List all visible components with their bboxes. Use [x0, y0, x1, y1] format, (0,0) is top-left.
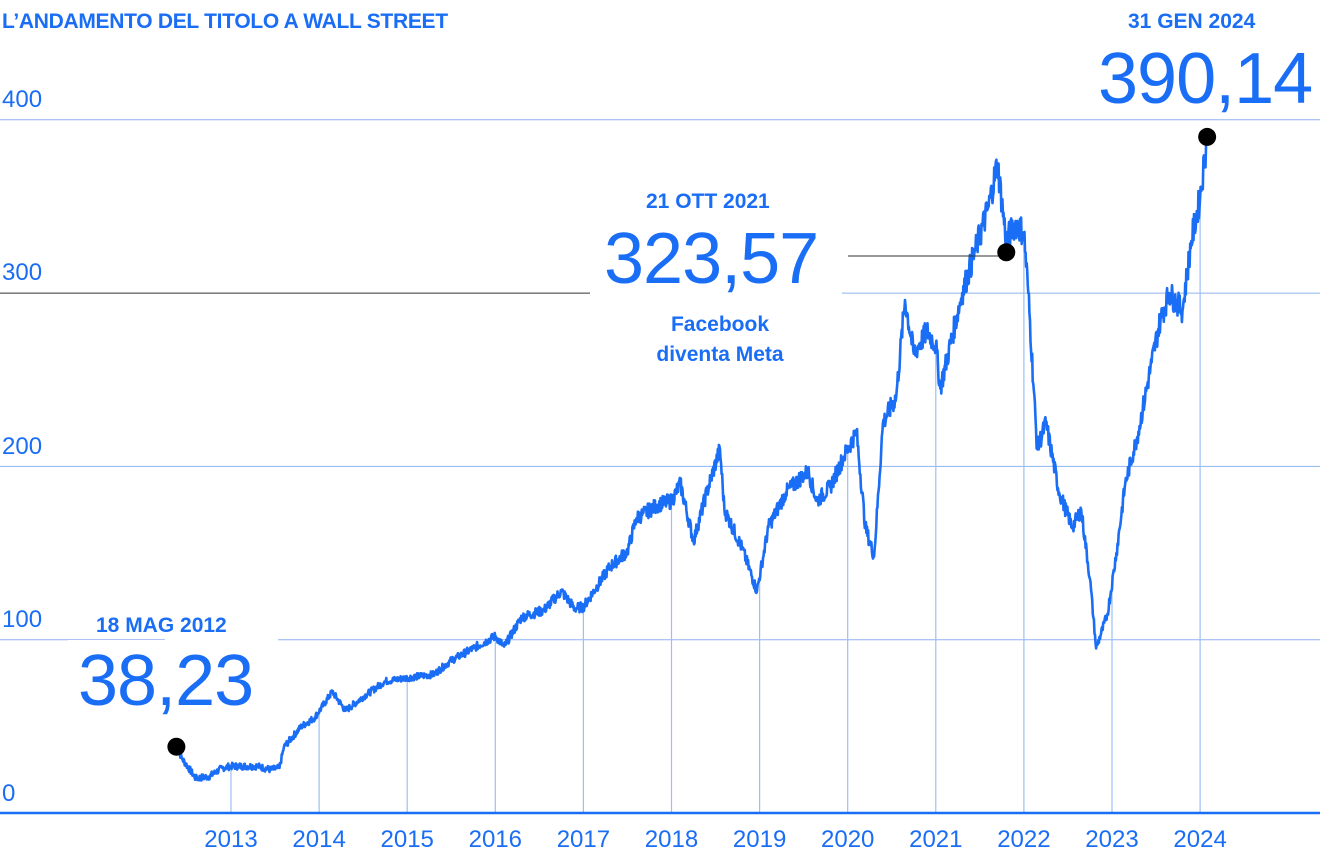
annotation-point-0: [167, 737, 186, 756]
chart-title: L’ANDAMENTO DEL TITOLO A WALL STREET: [2, 10, 448, 33]
x-tick-2020: 2020: [820, 826, 875, 850]
annotation-end-value: 390,14: [1098, 39, 1313, 119]
annotation-start-date: 18 MAG 2012: [96, 614, 227, 637]
x-tick-2023: 2023: [1085, 826, 1139, 850]
x-tick-2019: 2019: [732, 826, 787, 850]
x-tick-2013: 2013: [204, 826, 258, 850]
x-tick-2022: 2022: [997, 826, 1051, 850]
annotation-note-line1: Facebook: [670, 313, 770, 336]
annotation-meta-value: 323,57: [594, 218, 829, 300]
annotation-start-value: 38,23: [68, 640, 264, 722]
x-tick-2018: 2018: [644, 826, 699, 850]
x-tick-2016: 2016: [468, 826, 522, 850]
annotation-meta-date: 21 OTT 2021: [646, 190, 770, 213]
x-tick-2017: 2017: [556, 826, 611, 850]
annotation-end-date: 31 GEN 2024: [1128, 10, 1256, 33]
annotation-point-1: [997, 243, 1016, 262]
y-tick-300: 300: [2, 259, 43, 286]
x-tick-2015: 2015: [380, 826, 434, 850]
annotation-note-line2: diventa Meta: [656, 343, 784, 366]
x-tick-2024: 2024: [1173, 826, 1227, 850]
y-tick-400: 400: [2, 86, 43, 113]
annotation-point-2: [1198, 127, 1217, 146]
price-line: [175, 136, 1209, 782]
y-tick-200: 200: [2, 433, 43, 460]
x-tick-2021: 2021: [909, 826, 963, 850]
annotation-meta-note: Facebook diventa Meta: [620, 310, 820, 370]
x-tick-2014: 2014: [292, 826, 346, 850]
y-tick-100: 100: [2, 606, 43, 633]
y-tick-0: 0: [2, 780, 16, 807]
